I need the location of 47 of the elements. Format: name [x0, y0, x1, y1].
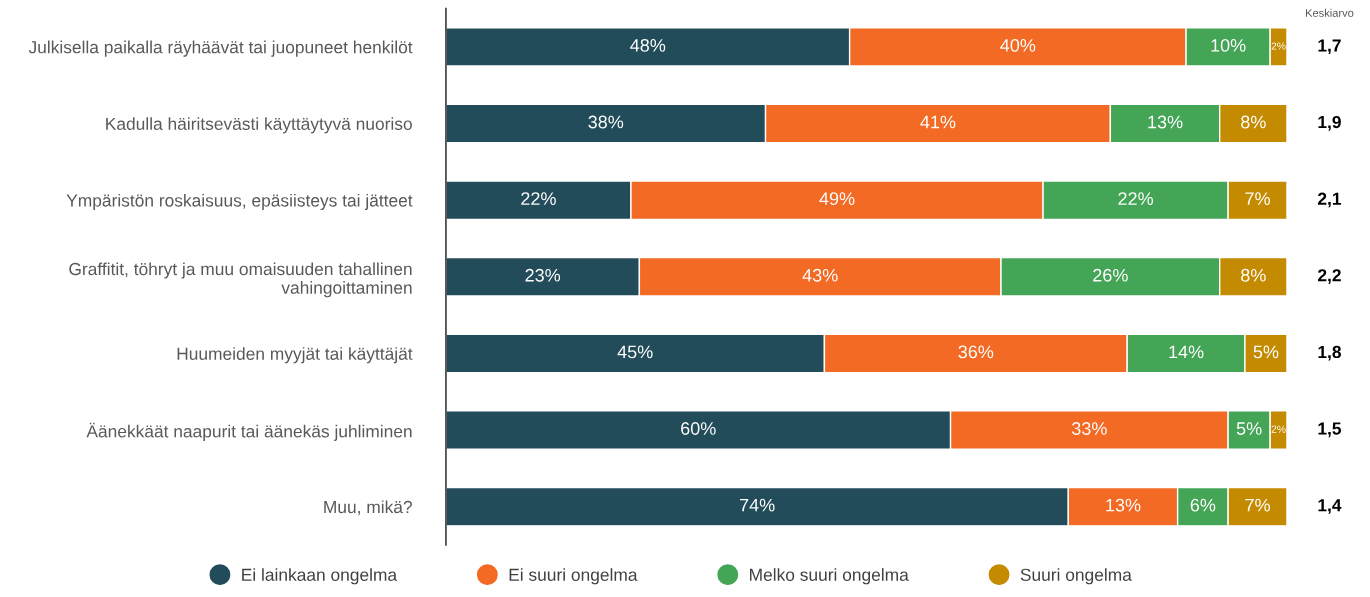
data-label: 22%: [1118, 192, 1154, 205]
text: Keskiarvo: [1305, 8, 1354, 17]
y-tick-label: Huumeiden myyjät tai käyttäjät: [177, 347, 413, 364]
data-label: 8%: [1241, 115, 1266, 129]
data-label: 40%: [1000, 38, 1036, 52]
data-label: 48%: [630, 38, 666, 52]
legend-label: Suuri ongelma: [1020, 568, 1132, 585]
data-label: 36%: [958, 345, 994, 359]
data-label: 41%: [920, 115, 956, 129]
data-label: 13%: [1106, 498, 1141, 512]
y-tick-label: Graffitit, töhryt ja muu omaisuuden tahallinen vahingoittaminen: [69, 262, 412, 298]
text: 1,8: [1318, 345, 1341, 361]
data-label: 7%: [1245, 192, 1270, 205]
y-tick-label: Kadulla häiritsevästi käyttäytyvä nuoriso: [106, 117, 412, 134]
data-label: 14%: [1169, 345, 1204, 359]
y-tick-label: Julkisella paikalla räyhäävät tai juopuneet henkilöt: [28, 40, 413, 57]
y-tick-label: Muu, mikä?: [324, 500, 412, 516]
data-label: 2%: [1271, 425, 1286, 433]
text: 1,9: [1318, 115, 1341, 131]
legend-label: Ei suuri ongelma: [509, 568, 638, 585]
data-label: 22%: [521, 192, 556, 205]
data-label: 5%: [1236, 422, 1262, 435]
data-label: 43%: [802, 268, 838, 282]
text: 2,1: [1317, 192, 1342, 208]
text: 1,5: [1318, 422, 1342, 438]
text: 1,7: [1318, 39, 1341, 55]
data-label: 74%: [739, 498, 775, 512]
data-label: 5%: [1253, 345, 1279, 359]
data-label: 10%: [1211, 38, 1246, 52]
data-label: 6%: [1190, 498, 1216, 512]
data-label: 26%: [1093, 268, 1128, 282]
data-label: 60%: [681, 422, 716, 435]
data-label: 2%: [1271, 42, 1286, 50]
data-label: 13%: [1148, 115, 1183, 129]
text: 2,2: [1317, 269, 1341, 284]
data-label: 8%: [1241, 268, 1266, 282]
text: 1,4: [1318, 499, 1342, 514]
data-label: 49%: [819, 192, 855, 206]
data-label: 33%: [1071, 422, 1107, 435]
legend-label: Melko suuri ongelma: [750, 568, 909, 585]
data-label: 23%: [525, 268, 561, 282]
y-tick-label: Äänekkäät naapurit tai äänekäs juhliminen: [86, 422, 412, 441]
data-label: 7%: [1245, 498, 1270, 512]
y-tick-label: Ympäristön roskaisuus, epäsiisteys tai jätteet: [66, 193, 413, 211]
data-label: 45%: [617, 345, 653, 359]
data-label: 38%: [588, 115, 624, 129]
legend-label: Ei lainkaan ongelma: [242, 568, 398, 585]
